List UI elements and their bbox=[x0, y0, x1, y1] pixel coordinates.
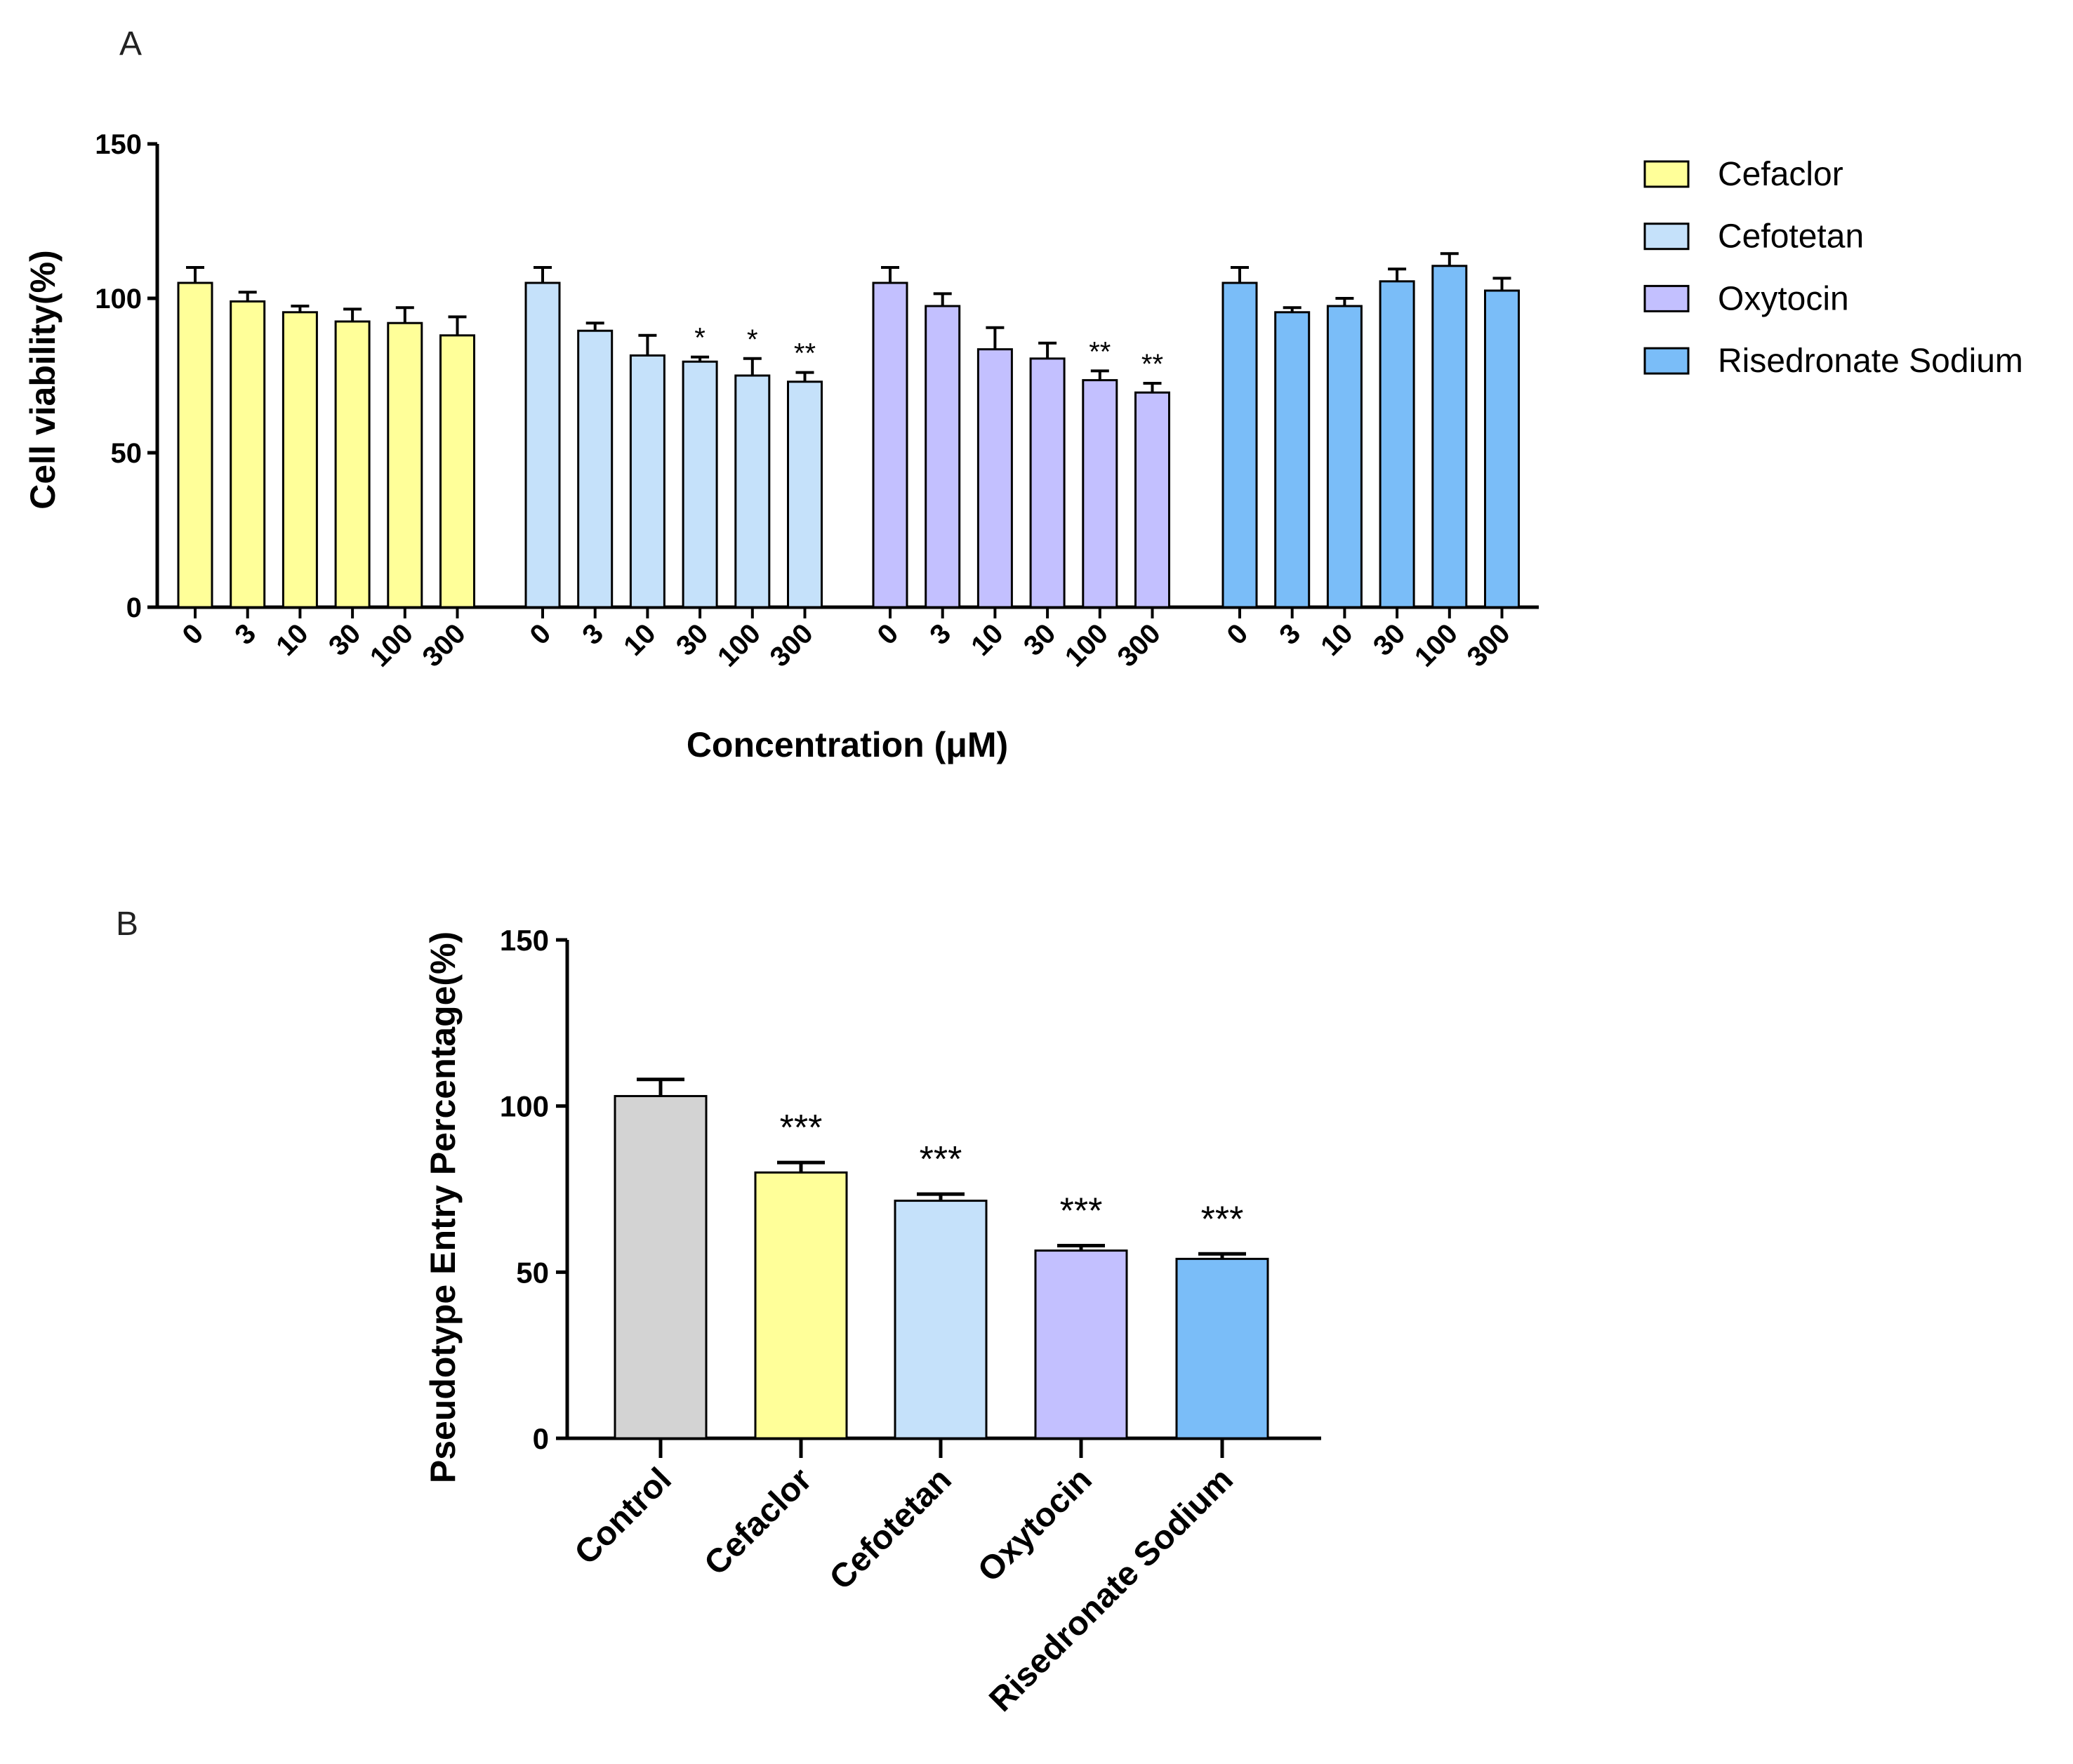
a-x-tick-label: 30 bbox=[670, 618, 715, 662]
a-bar bbox=[1134, 391, 1170, 609]
a-bar bbox=[1326, 305, 1363, 609]
a-legend-label: Cefotetan bbox=[1718, 218, 1864, 256]
b-bar bbox=[894, 1200, 988, 1440]
b-bar bbox=[1034, 1249, 1128, 1440]
a-x-tick-label: 0 bbox=[177, 618, 210, 651]
b-significance-label: *** bbox=[780, 1108, 823, 1148]
a-bar bbox=[524, 281, 561, 609]
a-x-tick-label: 10 bbox=[965, 618, 1009, 662]
b-y-tick-label: 50 bbox=[516, 1256, 549, 1289]
a-x-tick-label: 300 bbox=[764, 618, 819, 672]
a-bar bbox=[1431, 265, 1468, 609]
a-x-tick-label: 30 bbox=[1367, 618, 1412, 662]
a-x-tick-label: 10 bbox=[1315, 618, 1359, 662]
a-bar bbox=[334, 320, 371, 609]
b-bar bbox=[614, 1094, 708, 1440]
a-bar bbox=[1221, 281, 1258, 609]
b-y-tick-label: 150 bbox=[500, 924, 549, 957]
a-bar bbox=[682, 360, 718, 609]
a-x-tick-label: 100 bbox=[1409, 618, 1464, 672]
panel-a-label: A bbox=[119, 25, 142, 62]
a-x-tick-label: 300 bbox=[1112, 618, 1167, 672]
a-x-tick-label: 0 bbox=[1221, 618, 1254, 651]
a-bar bbox=[734, 374, 771, 609]
a-x-tick-label: 100 bbox=[712, 618, 767, 672]
a-x-tick-label: 300 bbox=[1462, 618, 1516, 672]
a-legend: Cefaclor Cefotetan Oxytocin Risedronate Sod… bbox=[1643, 156, 2023, 380]
a-x-tick-label: 30 bbox=[1018, 618, 1062, 662]
b-x-tick-label: Control bbox=[568, 1461, 679, 1572]
a-significance-label: ** bbox=[1141, 349, 1163, 380]
a-significance-label: ** bbox=[794, 338, 816, 369]
b-y-tick-label: 100 bbox=[500, 1090, 549, 1123]
a-x-tick-label: 300 bbox=[417, 618, 472, 672]
a-legend-swatch bbox=[1643, 284, 1690, 312]
b-y-axis-title: Pseudotype Entry Percentage(%) bbox=[423, 931, 463, 1483]
a-bar bbox=[387, 321, 423, 609]
b-y-tick-label: 0 bbox=[533, 1422, 549, 1455]
b-significance-label: *** bbox=[920, 1139, 962, 1180]
a-legend-swatch bbox=[1643, 223, 1690, 251]
a-legend-swatch bbox=[1643, 160, 1690, 188]
a-x-tick-label: 3 bbox=[1273, 618, 1306, 651]
a-y-tick-label: 150 bbox=[95, 129, 142, 160]
a-bar bbox=[1484, 289, 1520, 609]
panel-b-label: B bbox=[116, 906, 138, 943]
a-bar bbox=[629, 354, 665, 609]
b-bar bbox=[754, 1171, 848, 1440]
a-y-tick-label: 50 bbox=[111, 438, 143, 469]
b-x-tick-label: Risedronate Sodium bbox=[982, 1461, 1240, 1719]
b-significance-label: *** bbox=[1060, 1191, 1103, 1231]
a-bar bbox=[1274, 311, 1311, 609]
a-bar bbox=[976, 348, 1013, 609]
a-x-tick-label: 0 bbox=[872, 618, 905, 651]
a-legend-swatch bbox=[1643, 347, 1690, 375]
b-bar bbox=[1175, 1257, 1269, 1440]
a-x-tick-label: 10 bbox=[270, 618, 314, 662]
a-significance-label: ** bbox=[1089, 336, 1111, 367]
a-x-tick-label: 30 bbox=[323, 618, 367, 662]
a-y-tick-label: 0 bbox=[126, 592, 142, 623]
chart-a: Cell viability(%) Concentration (μM) Cef… bbox=[23, 129, 2023, 764]
a-x-axis-title: Concentration (μM) bbox=[687, 725, 1008, 764]
a-significance-label: * bbox=[747, 324, 758, 355]
a-x-tick-label: 10 bbox=[618, 618, 662, 662]
a-bar bbox=[872, 281, 908, 609]
a-bar bbox=[230, 300, 266, 609]
a-legend-label: Risedronate Sodium bbox=[1718, 343, 2023, 380]
a-bar bbox=[1029, 357, 1066, 609]
a-bar bbox=[787, 380, 823, 609]
a-bar bbox=[925, 305, 961, 609]
b-x-tick-label: Cefotetan bbox=[823, 1461, 959, 1597]
a-x-tick-label: 100 bbox=[1059, 618, 1114, 672]
a-y-tick-label: 100 bbox=[95, 284, 142, 314]
chart-b: Pseudotype Entry Percentage(%) 0 50 100 150… bbox=[423, 924, 1321, 1719]
a-bar bbox=[577, 329, 614, 609]
a-bar bbox=[439, 334, 475, 609]
a-x-tick-label: 0 bbox=[524, 618, 557, 651]
b-x-tick-label: Cefaclor bbox=[697, 1461, 819, 1582]
a-y-axis-title: Cell viability(%) bbox=[23, 250, 62, 510]
a-legend-label: Oxytocin bbox=[1718, 280, 1849, 317]
b-significance-label: *** bbox=[1201, 1199, 1244, 1240]
a-legend-label: Cefaclor bbox=[1718, 156, 1843, 193]
a-bar bbox=[1379, 280, 1415, 609]
a-x-tick-label: 3 bbox=[576, 618, 609, 651]
a-bar bbox=[1082, 379, 1118, 609]
a-bar bbox=[282, 311, 318, 609]
a-x-tick-label: 100 bbox=[364, 618, 419, 672]
a-bar bbox=[177, 281, 213, 609]
a-x-tick-label: 3 bbox=[924, 618, 957, 651]
a-significance-label: * bbox=[694, 323, 706, 354]
b-x-tick-label: Oxytocin bbox=[971, 1461, 1099, 1589]
a-x-tick-label: 3 bbox=[229, 618, 262, 651]
